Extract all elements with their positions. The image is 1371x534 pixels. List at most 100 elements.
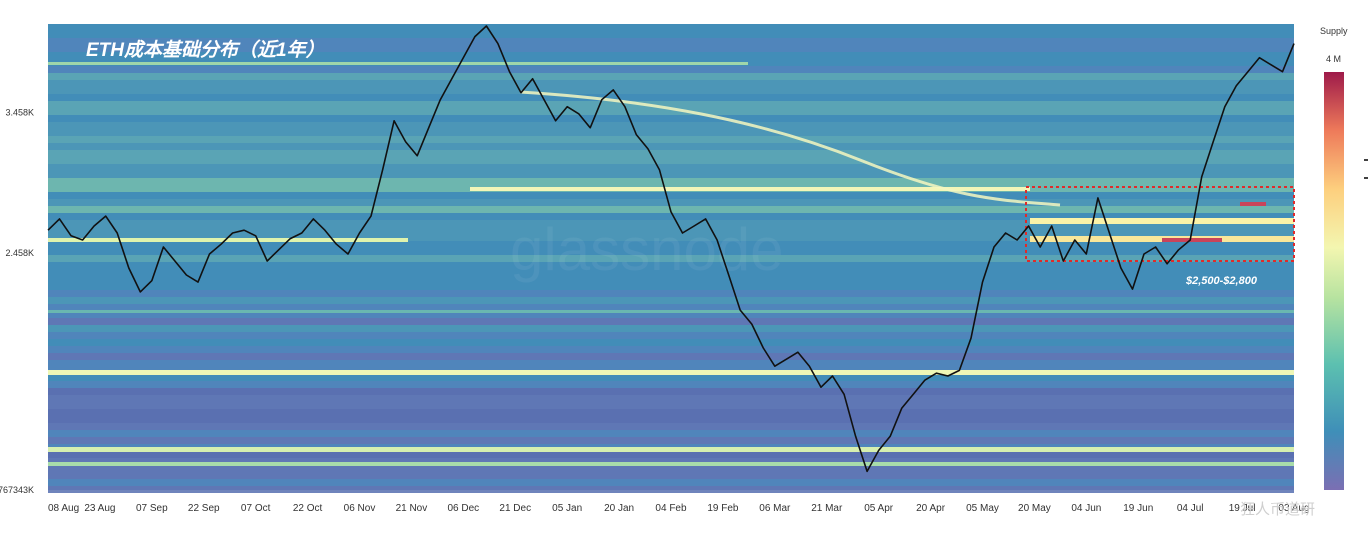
heatmap-row [48, 164, 1294, 171]
heatmap-row [48, 409, 1294, 416]
x-tick-label: 21 Mar [811, 503, 843, 514]
x-tick-label: 22 Sep [188, 503, 220, 514]
heatmap-row [48, 297, 1294, 304]
x-tick-label: 04 Feb [655, 503, 687, 514]
heatmap-row [48, 451, 1294, 458]
heatmap-row [48, 129, 1294, 136]
supply-band [1240, 202, 1266, 206]
heatmap-row [48, 430, 1294, 437]
heatmap-row [48, 283, 1294, 290]
heatmap-row [48, 24, 1294, 31]
heatmap-row [48, 115, 1294, 122]
heatmap-row [48, 262, 1294, 269]
y-axis: 3.458K 2.458K 767343K [0, 108, 34, 495]
supply-band [48, 310, 1294, 313]
heatmap-row [48, 157, 1294, 164]
supply-band [48, 447, 1294, 452]
x-tick-label: 05 May [966, 503, 999, 514]
heatmap-row [48, 213, 1294, 220]
x-tick-label: 21 Nov [396, 503, 428, 514]
heatmap-row [48, 353, 1294, 360]
x-axis: 08 Aug 23 Aug 07 Sep 22 Sep 07 Oct 22 Oct 06 N… [48, 503, 1310, 514]
x-tick-label: 19 Jun [1123, 503, 1153, 514]
heatmap-row [48, 479, 1294, 486]
annotation-label: $2,500-$2,800 [1185, 275, 1258, 287]
heatmap-row [48, 472, 1294, 479]
heatmap-row [48, 318, 1294, 325]
heatmap-row [48, 199, 1294, 206]
heatmap-row [48, 332, 1294, 339]
heatmap-row [48, 38, 1294, 45]
heatmap-row [48, 136, 1294, 143]
x-tick-label: 06 Nov [344, 503, 376, 514]
heatmap-row [48, 290, 1294, 297]
heatmap-row [48, 381, 1294, 388]
x-tick-label: 03 Aug [1278, 503, 1309, 514]
heatmap-row [48, 458, 1294, 465]
x-tick-label: 05 Apr [864, 503, 894, 514]
heatmap-row [48, 227, 1294, 234]
y-tick-label: 2.458K [5, 248, 34, 258]
heatmap-row [48, 150, 1294, 157]
x-tick-label: 07 Sep [136, 503, 168, 514]
heatmap-row [48, 465, 1294, 472]
heatmap-row [48, 171, 1294, 178]
heatmap-row [48, 94, 1294, 101]
heatmap-row [48, 101, 1294, 108]
highlight-box [1025, 186, 1295, 262]
heatmap-row [48, 234, 1294, 241]
heatmap-row [48, 52, 1294, 59]
heatmap-row [48, 80, 1294, 87]
heatmap-row [48, 248, 1294, 255]
heatmap-row [48, 388, 1294, 395]
heatmap-row [48, 395, 1294, 402]
heatmap-bands [48, 24, 1294, 493]
heatmap-row [48, 269, 1294, 276]
heatmap-row [48, 416, 1294, 423]
x-tick-label: 20 May [1018, 503, 1051, 514]
heatmap-row [48, 423, 1294, 430]
supply-band [1162, 238, 1222, 242]
heatmap-row [48, 73, 1294, 80]
x-tick-label: 04 Jun [1071, 503, 1101, 514]
heatmap-row [48, 437, 1294, 444]
heatmap-row [48, 178, 1294, 185]
heatmap-row [48, 66, 1294, 73]
x-tick-label: 04 Jul [1177, 503, 1204, 514]
x-tick-label: 06 Mar [759, 503, 791, 514]
heatmap-row [48, 143, 1294, 150]
legend: Supply 4 M [1320, 26, 1368, 490]
x-tick-label: 22 Oct [293, 503, 323, 514]
supply-band [48, 370, 1294, 375]
cost-basis-trail [519, 90, 1061, 207]
x-tick-label: 23 Aug [84, 503, 115, 514]
y-tick-label: 767343K [0, 485, 34, 495]
supply-band [48, 238, 408, 242]
heatmap-row [48, 108, 1294, 115]
supply-band [48, 462, 1294, 466]
heatmap-row [48, 31, 1294, 38]
x-tick-label: 06 Dec [447, 503, 479, 514]
heatmap-row [48, 304, 1294, 311]
eth-price-line [47, 25, 1295, 473]
heatmap-row [48, 339, 1294, 346]
heatmap-row [48, 122, 1294, 129]
legend-max-label: 4 M [1326, 54, 1341, 64]
x-tick-label: 21 Dec [499, 503, 531, 514]
heatmap-row [48, 346, 1294, 353]
legend-title: Supply [1320, 26, 1348, 36]
x-tick-label: 05 Jan [552, 503, 582, 514]
heatmap-row [48, 255, 1294, 262]
heatmap-row [48, 486, 1294, 493]
heatmap-row [48, 360, 1294, 367]
x-tick-label: 07 Oct [241, 503, 271, 514]
legend-colorbar [1324, 72, 1344, 490]
y-tick-label: 3.458K [5, 108, 34, 118]
x-tick-label: 19 Feb [707, 503, 739, 514]
heatmap-row [48, 45, 1294, 52]
supply-band [48, 62, 748, 65]
heatmap-row [48, 402, 1294, 409]
x-tick-label: 20 Jan [604, 503, 634, 514]
corner-watermark: 狂人币道研 [1240, 501, 1315, 518]
